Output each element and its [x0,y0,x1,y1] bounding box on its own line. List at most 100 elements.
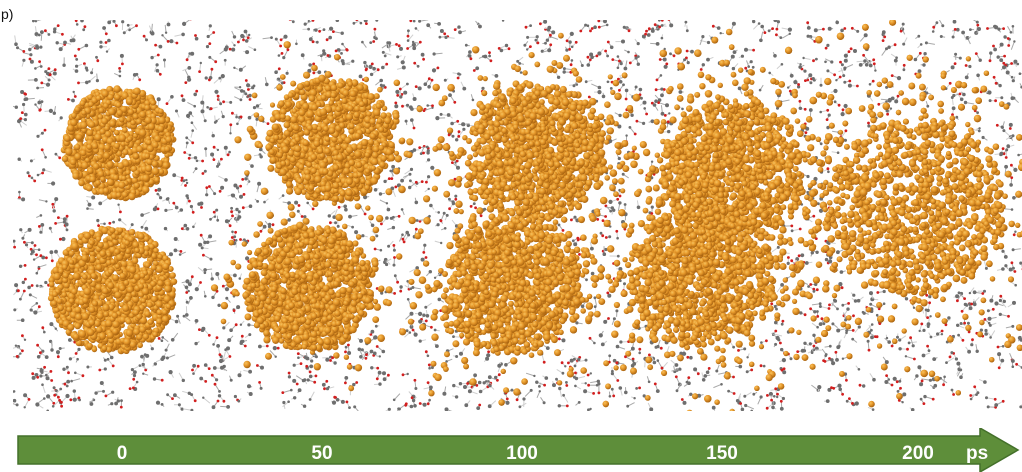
solvent-carbon-atom [635,387,638,390]
solvent-carbon-atom [600,342,605,347]
solvent-carbon-atom [406,298,410,301]
solvent-carbon-atom [518,62,522,65]
solvent-carbon-atom [902,42,906,46]
solvent-carbon-atom [414,200,419,205]
solvent-carbon-atom [36,86,39,90]
solvent-carbon-atom [593,296,597,300]
solvent-carbon-atom [605,23,609,27]
solvent-carbon-atom [248,204,253,208]
solvent-carbon-atom [90,71,94,75]
solvent-oxygen-atom [41,326,45,330]
solvent-carbon-atom [931,30,935,33]
solvent-oxygen-atom [15,355,19,358]
solvent-oxygen-atom [529,45,532,48]
solvent-carbon-atom [473,373,477,378]
solvent-carbon-atom [921,353,926,358]
solvent-carbon-atom [18,190,21,194]
solvent-oxygen-atom [507,47,511,51]
solvent-carbon-atom [229,378,233,382]
solvent-carbon-atom [24,112,28,117]
solvent-carbon-atom [561,338,566,343]
solvent-carbon-atom [399,285,403,289]
solvent-carbon-atom [181,32,185,37]
solvent-carbon-atom [29,159,33,163]
solvent-carbon-atom [818,302,822,306]
solvent-carbon-atom [361,234,365,238]
solvent-carbon-atom [802,56,805,60]
solvent-carbon-atom [727,389,730,393]
solvent-oxygen-atom [776,392,779,396]
solvent-oxygen-atom [680,398,684,401]
solvent-carbon-atom [902,392,907,397]
solvent-oxygen-atom [406,34,410,38]
solvent-oxygen-atom [311,40,315,44]
solvent-carbon-atom [211,295,215,300]
solvent-carbon-atom [186,113,191,118]
solvent-carbon-atom [172,173,177,178]
solvent-carbon-atom [260,365,264,370]
solvent-carbon-atom [408,185,412,190]
solvent-oxygen-atom [926,344,929,348]
solvent-carbon-atom [166,22,171,27]
solvent-carbon-atom [816,325,819,329]
solvent-carbon-atom [787,27,793,32]
solvent-carbon-atom [178,253,182,256]
solvent-carbon-atom [851,337,855,341]
solvent-carbon-atom [799,311,803,315]
solvent-carbon-atom [153,362,157,366]
solvent-carbon-atom [351,225,354,229]
solvent-carbon-atom [959,368,963,372]
solvent-oxygen-atom [31,372,35,376]
solvent-oxygen-atom [39,351,42,355]
solvent-oxygen-atom [271,223,275,227]
solvent-carbon-atom [779,406,784,411]
solvent-oxygen-atom [569,63,573,67]
solvent-carbon-atom [185,136,189,140]
solvent-carbon-atom [112,220,115,224]
solvent-oxygen-atom [231,111,234,115]
solvent-oxygen-atom [45,256,48,260]
solvent-carbon-atom [233,235,237,239]
solvent-carbon-atom [325,387,330,391]
solvent-oxygen-atom [844,129,848,133]
solvent-carbon-atom [130,368,134,372]
solvent-carbon-atom [427,158,431,162]
solvent-carbon-atom [963,100,968,105]
solvent-carbon-atom [220,74,225,79]
solvent-carbon-atom [308,374,313,379]
solvent-oxygen-atom [478,403,482,407]
solvent-carbon-atom [173,237,178,241]
solvent-oxygen-atom [422,57,425,61]
solvent-carbon-atom [160,357,165,361]
solvent-oxygen-atom [380,222,383,226]
solvent-carbon-atom [989,336,992,339]
solvent-carbon-atom [757,22,761,25]
solvent-carbon-atom [170,338,175,342]
solvent-carbon-atom [462,127,466,131]
solvent-bond [773,333,783,337]
solvent-oxygen-atom [258,381,261,384]
solvent-bond [946,357,955,364]
solvent-carbon-atom [808,73,813,78]
solvent-carbon-atom [144,226,149,231]
solvent-carbon-atom [239,340,244,344]
solvent-oxygen-atom [370,62,374,66]
solvent-oxygen-atom [655,78,659,82]
solvent-carbon-atom [994,301,999,306]
solvent-carbon-atom [961,30,965,35]
solvent-oxygen-atom [732,375,735,379]
solvent-oxygen-atom [983,318,987,321]
solvent-oxygen-atom [420,180,424,184]
solvent-carbon-atom [181,378,185,383]
solvent-carbon-atom [70,379,73,383]
solvent-carbon-atom [239,194,243,199]
solvent-carbon-atom [583,389,588,394]
solvent-carbon-atom [229,100,233,104]
solvent-carbon-atom [71,38,76,43]
solvent-oxygen-atom [212,158,216,162]
solvent-oxygen-atom [172,201,176,205]
solvent-oxygen-atom [210,373,214,377]
solvent-carbon-atom [669,52,672,56]
solvent-oxygen-atom [847,50,851,53]
solvent-carbon-atom [202,396,205,399]
